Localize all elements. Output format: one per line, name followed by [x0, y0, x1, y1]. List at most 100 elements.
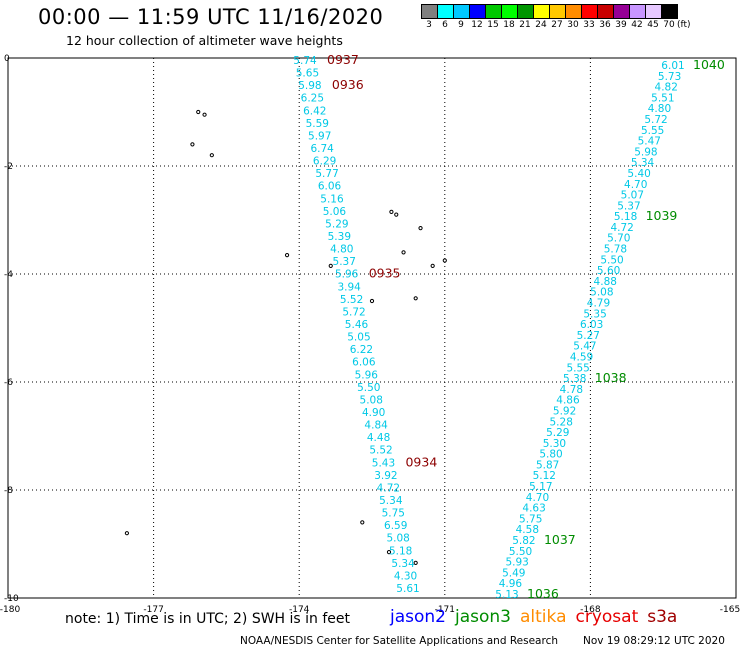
colorbar-label: 45: [647, 20, 659, 30]
swh-value-label: 5.13: [495, 589, 518, 601]
island-marker: [284, 253, 290, 258]
generated-timestamp: Nov 19 08:29:12 UTC 2020: [583, 635, 725, 647]
swh-value-label: 5.46: [345, 319, 369, 331]
pass-time-label: 1037: [544, 532, 576, 547]
swh-value-label: 4.80: [330, 244, 353, 256]
island-marker: [430, 263, 435, 268]
island-marker: [209, 153, 214, 158]
swh-value-label: 5.05: [347, 332, 370, 344]
swh-value-label: 5.51: [651, 92, 674, 104]
swh-value-label: 5.61: [396, 583, 419, 595]
map-frame: [7, 57, 737, 599]
swh-value-label: 5.50: [509, 546, 532, 558]
colorbar-label: 24: [535, 20, 547, 30]
swh-value-label: 5.37: [617, 200, 640, 212]
x-tick-label: -180: [0, 605, 20, 615]
pass-time-label: 0937: [327, 52, 359, 67]
swh-value-label: 4.78: [560, 384, 583, 396]
swh-value-label: 5.75: [382, 508, 405, 520]
island-marker: [369, 298, 375, 304]
mission-legend-s3a: s3a: [647, 607, 678, 627]
swh-value-label: 5.28: [550, 416, 573, 428]
island-marker: [389, 209, 394, 214]
colorbar-label: 30: [567, 20, 579, 30]
swh-value-label: 5.50: [357, 382, 380, 394]
colorbar-label: 39: [615, 20, 627, 30]
swh-value-label: 5.12: [533, 470, 556, 482]
colorbar-label: 42: [631, 20, 643, 30]
swh-value-label: 5.49: [502, 567, 525, 579]
swh-value-label: 5.59: [306, 118, 329, 130]
island-marker: [190, 142, 195, 147]
mission-legend-jason2: jason2: [390, 607, 446, 627]
swh-value-label: 5.97: [308, 130, 331, 142]
swh-value-label: 5.60: [597, 265, 620, 277]
swh-value-label: 5.74: [293, 55, 317, 67]
swh-value-label: 5.38: [563, 373, 586, 385]
swh-value-label: 5.87: [536, 459, 559, 471]
swh-value-label: 5.29: [546, 427, 569, 439]
swh-value-label: 6.29: [313, 156, 336, 168]
swh-value-label: 5.08: [360, 394, 383, 406]
pass-time-label: 1038: [595, 370, 627, 385]
swh-value-label: 5.40: [627, 168, 650, 180]
swh-value-label: 5.78: [604, 244, 627, 256]
mission-legend: jason2 jason3 altika cryosat s3a: [390, 607, 686, 627]
swh-value-label: 4.72: [377, 482, 400, 494]
swh-value-label: 4.72: [610, 222, 633, 234]
swh-value-label: 5.34: [631, 157, 655, 169]
swh-value-label: 5.72: [342, 306, 365, 318]
credit-text: NOAA/NESDIS Center for Satellite Applica…: [240, 635, 558, 647]
y-tick-label: -6: [4, 378, 13, 388]
swh-value-label: 5.37: [333, 256, 356, 268]
colorbar-swatch: [661, 4, 678, 19]
footer-note: note: 1) Time is in UTC; 2) SWH is in fe…: [65, 611, 351, 627]
y-tick-label: -8: [4, 486, 13, 496]
swh-value-label: 5.30: [543, 438, 566, 450]
swh-value-label: 4.96: [499, 578, 523, 590]
pass-time-label: 0936: [332, 77, 364, 92]
swh-value-label: 5.98: [298, 80, 321, 92]
colorbar-label: 9: [458, 20, 464, 30]
swh-value-label: 4.30: [394, 570, 417, 582]
x-tick-label: -177: [143, 605, 163, 615]
swh-value-label: 4.84: [364, 420, 388, 432]
colorbar-label: 3: [426, 20, 432, 30]
swh-value-label: 5.93: [505, 557, 528, 569]
swh-value-label: 3.94: [337, 281, 361, 293]
swh-value-label: 6.22: [350, 344, 373, 356]
colorbar-label: 21: [519, 20, 531, 30]
swh-value-label: 6.59: [384, 520, 407, 532]
colorbar-label: 27: [551, 20, 563, 30]
pass-time-label: 1039: [646, 208, 678, 223]
swh-value-label: 5.17: [529, 481, 552, 493]
island-marker: [413, 560, 418, 566]
swh-value-label: 5.82: [512, 535, 535, 547]
swh-value-label: 4.80: [648, 103, 671, 115]
island-marker: [124, 531, 130, 536]
swh-value-label: 6.74: [310, 143, 334, 155]
y-tick-label: -10: [4, 594, 19, 604]
swh-value-label: 6.42: [303, 105, 326, 117]
pass-time-label: 1036: [527, 586, 559, 601]
swh-value-label: 5.27: [577, 330, 600, 342]
pass-time-label: 0934: [405, 454, 437, 469]
swh-value-label: 5.43: [372, 457, 395, 469]
swh-value-label: 5.47: [638, 136, 661, 148]
swh-value-label: 5.98: [634, 146, 657, 158]
colorbar-label: 33: [583, 20, 595, 30]
swh-value-label: 5.50: [600, 254, 623, 266]
page-title: 00:00 — 11:59 UTC 11/16/2020: [38, 5, 384, 29]
swh-value-label: 5.65: [296, 68, 319, 80]
swh-value-label: 4.90: [362, 407, 385, 419]
swh-value-label: 5.52: [340, 294, 363, 306]
island-marker: [386, 550, 392, 555]
swh-value-label: 5.08: [590, 287, 613, 299]
swh-value-label: 5.80: [539, 449, 562, 461]
x-tick-label: -165: [720, 605, 740, 615]
swh-value-label: 5.55: [566, 362, 589, 374]
colorbar-labels: 3 6 9 12 15 18 21 24 27 30 33 36 39 42 45 70 (ft): [421, 20, 690, 30]
swh-value-label: 5.35: [583, 308, 606, 320]
colorbar-label: 12: [471, 20, 483, 30]
colorbar-label: 18: [503, 20, 515, 30]
